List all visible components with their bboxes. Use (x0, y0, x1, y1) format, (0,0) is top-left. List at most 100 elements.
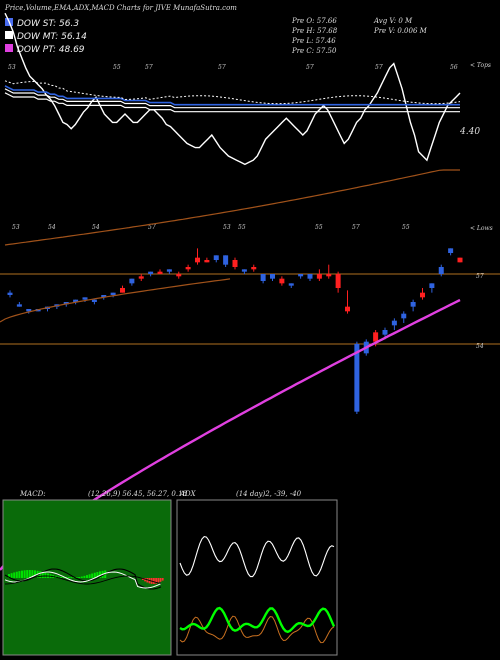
legend-swatch-pt (5, 44, 13, 52)
bottom-number: 55 (402, 224, 410, 231)
candle-body (438, 267, 444, 274)
bottom-number: 57 (148, 224, 156, 231)
adx-plus-di-line (179, 606, 336, 634)
candle-body (232, 260, 238, 267)
macd-histogram-bar (155, 578, 157, 584)
candle-body (354, 344, 360, 412)
candle-body (101, 295, 107, 298)
candle-body (382, 330, 388, 335)
candle-body (279, 278, 285, 284)
macd-histogram-bar (86, 575, 88, 578)
macd-histogram-bar (144, 578, 146, 582)
candle-body (241, 269, 247, 272)
macd-panel: MACD: (12,26,9) 56.45, 56.27, 0.18 (2, 490, 188, 656)
bottom-number: 57 (352, 224, 360, 231)
bottom-number: 55 (315, 224, 323, 231)
macd-histogram-bar (15, 571, 18, 578)
ohlc-close: Pre C: 57.50 (291, 47, 337, 55)
candle-body (260, 274, 266, 281)
candle-body (345, 306, 350, 312)
macd-histogram-bar (10, 573, 13, 578)
macd-histogram-bar (39, 571, 42, 578)
candle-body (223, 255, 229, 265)
bottom-number: 55 (238, 224, 246, 231)
adx-label: ADX (179, 490, 197, 498)
macd-histogram-bar (28, 570, 31, 578)
candle-body (429, 283, 435, 288)
bottom-number: 54 (48, 224, 56, 231)
candle-body (82, 297, 88, 300)
macd-histogram-bar (142, 578, 144, 580)
ohlc-high: Pre H: 57.68 (291, 27, 338, 35)
candle-body (420, 292, 425, 298)
legend-mt: DOW MT: 56.14 (17, 32, 87, 42)
candle-body (7, 292, 13, 295)
macd-histogram-bar (23, 570, 26, 578)
macd-histogram-bar (60, 577, 62, 578)
macd-histogram-bar (70, 577, 73, 578)
candle-body (63, 302, 69, 305)
oscillator-line (4, 12, 461, 166)
candle-body (176, 274, 182, 277)
candle-body (91, 299, 97, 302)
blue-line (4, 85, 460, 106)
bottom-number: 53 (223, 224, 231, 231)
pre-volume: Pre V: 0.006 M (373, 27, 428, 35)
adx-line (179, 535, 335, 578)
macd-extra-line (4, 575, 162, 585)
macd-histogram-bar (62, 577, 65, 578)
adx-lines (179, 535, 336, 644)
candle-body (110, 292, 116, 295)
macd-label: MACD: (19, 490, 46, 498)
candle-body (298, 274, 304, 277)
macd-histogram-bar (26, 570, 29, 578)
macd-histogram-bar (80, 576, 83, 578)
adx-background (176, 499, 338, 656)
adx-params: (14 day)2, -39, -40 (236, 490, 302, 498)
macd-histogram-bar (78, 577, 81, 578)
macd-signal-line (4, 571, 162, 589)
top-number: 57 (218, 64, 226, 71)
candle-body (401, 313, 407, 319)
macd-histogram-bar (161, 578, 164, 581)
tops-label: < Tops (470, 62, 491, 69)
macd-histogram-bar (13, 572, 16, 578)
indicator-value-label: 4.40 (459, 127, 480, 137)
bottom-numbers: 53 54 54 57 53 55 55 57 55 (12, 224, 410, 231)
ohlc-low: Pre L: 57.46 (291, 37, 336, 45)
candle-body (270, 274, 275, 279)
level-label-54: 54 (476, 343, 484, 350)
macd-histogram-bar (18, 571, 21, 578)
indicator-lines (4, 12, 461, 246)
top-number: 57 (145, 64, 153, 71)
price-candles (7, 248, 463, 414)
macd-histogram-bar (159, 578, 162, 582)
macd-histogram-bar (93, 572, 96, 578)
macd-histogram-bar (41, 571, 44, 578)
legend-st: DOW ST: 56.3 (17, 19, 79, 29)
candle-body (195, 257, 200, 263)
top-number: 56 (450, 64, 458, 71)
candle-body (120, 288, 125, 293)
legend: DOW ST: 56.3 DOW MT: 56.14 DOW PT: 48.69 (5, 18, 87, 55)
chart-title: Price,Volume,EMA,ADX,MACD Charts for JIV… (4, 4, 237, 12)
candle-body (204, 260, 210, 263)
top-number: 57 (375, 64, 383, 71)
candle-body (448, 248, 454, 253)
candle-body (391, 320, 397, 326)
candle-body (326, 274, 332, 277)
macd-histogram-bar (83, 575, 86, 578)
macd-histogram-bar (21, 570, 23, 578)
top-number: 53 (8, 64, 16, 71)
macd-histogram-bar (67, 577, 70, 578)
candle-body (73, 299, 79, 302)
candle-body (157, 271, 163, 274)
candle-body (148, 271, 154, 274)
legend-pt: DOW PT: 48.69 (17, 45, 85, 55)
candle-body (373, 332, 379, 342)
macd-histogram-bar (99, 571, 101, 578)
adx-panel: ADX (14 day)2, -39, -40 (176, 490, 338, 656)
brown-line (4, 169, 460, 246)
candle-body (316, 274, 322, 279)
top-number: 55 (113, 64, 121, 71)
